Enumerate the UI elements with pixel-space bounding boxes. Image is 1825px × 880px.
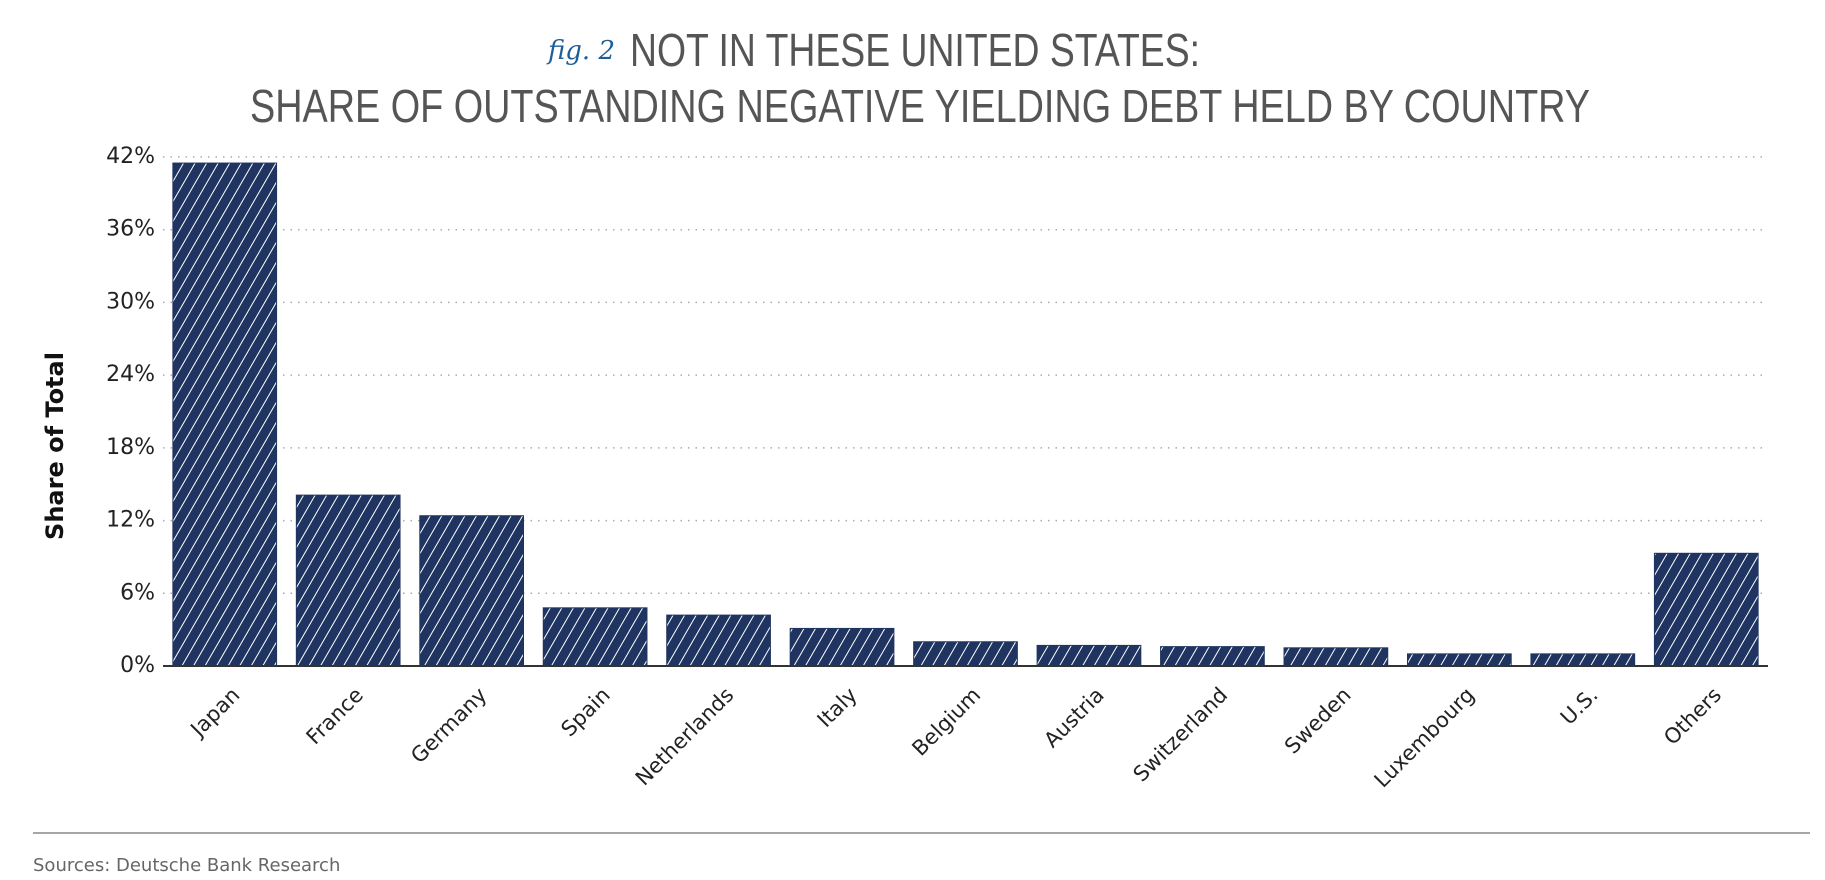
bar [419,515,525,667]
x-tick-label: Japan [185,683,245,743]
bar [1530,653,1636,667]
x-tick-label: U.S. [1556,683,1603,730]
bar [1406,653,1512,667]
x-tick-label: Netherlands [631,683,738,790]
x-tick-label: Austria [1039,683,1108,752]
y-axis-label: Share of Total [41,352,69,540]
bar [172,162,278,667]
x-tick-label: Sweden [1280,683,1356,759]
bar [1653,552,1759,667]
y-tick-label: 6% [120,580,155,605]
bar [1160,646,1265,667]
chart-subtitle: SHARE OF OUTSTANDING NEGATIVE YIELDING D… [250,80,1590,132]
bar [913,641,1018,667]
bar [1283,647,1389,667]
y-tick-label: 36% [106,217,155,242]
y-tick-label: 12% [106,508,155,533]
y-tick-label: 24% [106,362,155,387]
bar [666,614,771,667]
y-tick-label: 42% [106,144,155,169]
y-tick-label: 30% [106,289,155,314]
x-tick-label: Germany [406,683,491,768]
source: Sources: Deutsche Bank Research [33,855,340,876]
x-tick-label: Italy [813,683,862,732]
x-tick-label: Luxembourg [1370,683,1480,793]
y-tick-label: 0% [120,653,155,678]
chart-title: NOT IN THESE UNITED STATES: [630,24,1200,76]
x-tick-label: Spain [556,683,614,741]
bar [1036,644,1142,667]
bar [789,627,895,667]
x-tick-label: Belgium [907,683,985,761]
bar [542,607,648,667]
bar [295,494,401,667]
y-tick-label: 18% [106,435,155,460]
x-tick-label: Others [1659,683,1726,750]
x-tick-label: France [302,683,368,749]
fig-label: fig. 2 [546,36,615,66]
x-tick-label: Switzerland [1129,683,1233,787]
